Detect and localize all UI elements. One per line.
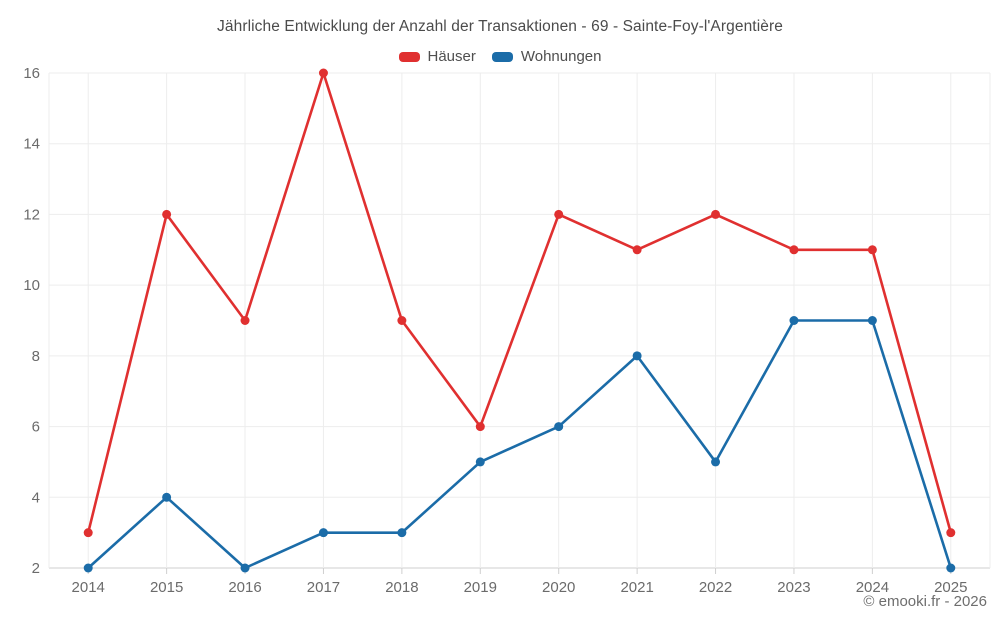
y-tick-label: 8 (32, 348, 40, 365)
data-point-huser-2018 (397, 316, 407, 325)
data-point-huser-2020 (554, 209, 564, 219)
y-tick-label: 6 (32, 419, 40, 436)
y-tick-label: 16 (23, 65, 40, 82)
data-point-wohnungen-2021 (632, 351, 642, 361)
y-tick-label: 2 (32, 560, 40, 577)
x-tick-label: 2019 (464, 579, 497, 596)
data-point-huser-2014 (83, 528, 93, 538)
data-point-wohnungen-2019 (475, 457, 485, 467)
data-point-wohnungen-2018 (397, 528, 407, 538)
data-point-wohnungen-2022 (711, 457, 721, 467)
x-tick-label: 2015 (150, 579, 183, 596)
data-point-huser-2023 (789, 245, 799, 255)
legend-label-haeuser: Häuser (427, 48, 476, 65)
y-tick-label: 10 (23, 277, 40, 294)
data-point-wohnungen-2017 (318, 528, 328, 538)
x-tick-label: 2020 (542, 579, 575, 596)
x-tick-label: 2023 (777, 579, 810, 596)
data-point-huser-2015 (162, 209, 172, 219)
data-point-huser-2019 (475, 422, 485, 432)
x-tick-label: 2022 (699, 579, 732, 596)
series-line-huser (86, 71, 953, 534)
data-point-huser-2025 (946, 528, 956, 538)
x-tick-label: 2018 (385, 579, 418, 596)
data-point-wohnungen-2020 (554, 422, 564, 432)
y-tick-label: 4 (32, 489, 40, 506)
x-tick-label: 2017 (307, 579, 340, 596)
legend-swatch-wohnungen-icon (491, 51, 513, 62)
x-tick-label: 2024 (856, 579, 889, 596)
y-tick-label: 12 (23, 206, 40, 223)
chart-title: Jährliche Entwicklung der Anzahl der Tra… (217, 18, 783, 35)
data-point-wohnungen-2015 (162, 492, 172, 502)
data-point-wohnungen-2025 (946, 563, 956, 573)
data-point-huser-2024 (867, 245, 877, 255)
legend-swatch-haeuser-icon (398, 51, 420, 62)
data-point-huser-2022 (711, 209, 721, 219)
data-point-wohnungen-2014 (83, 563, 93, 573)
data-point-wohnungen-2023 (789, 316, 799, 325)
x-tick-label: 2014 (72, 579, 105, 596)
x-tick-label: 2021 (620, 579, 653, 596)
data-point-huser-2017 (318, 68, 328, 78)
data-point-wohnungen-2016 (240, 563, 250, 573)
legend-label-wohnungen: Wohnungen (520, 48, 602, 65)
data-point-wohnungen-2024 (867, 316, 877, 325)
data-point-huser-2021 (632, 245, 642, 255)
x-tick-label: 2025 (934, 579, 967, 596)
copyright-text: © emooki.fr - 2026 (863, 593, 987, 610)
legend-item-wohnungen[interactable]: Wohnungen (491, 48, 602, 65)
legend-item-haeuser[interactable]: Häuser (398, 48, 476, 65)
x-tick-label: 2016 (228, 579, 261, 596)
series-line-wohnungen (86, 319, 953, 570)
y-tick-label: 14 (23, 136, 40, 153)
chart-legend: Häuser Wohnungen (0, 48, 1000, 65)
data-point-huser-2016 (240, 316, 250, 325)
